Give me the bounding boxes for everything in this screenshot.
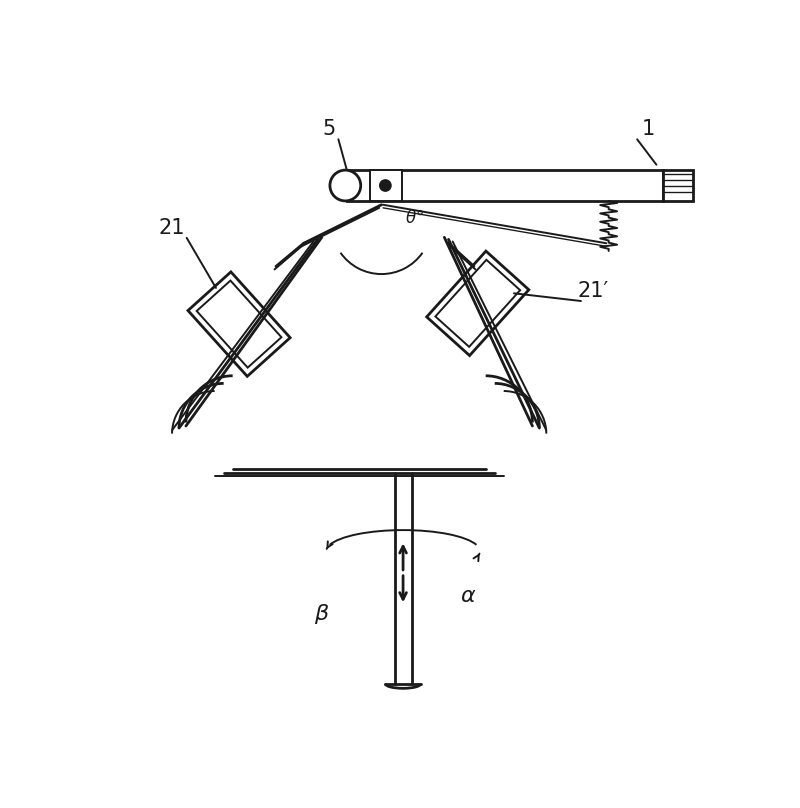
Bar — [435, 260, 520, 347]
Text: $\theta$°: $\theta$° — [405, 208, 423, 227]
Bar — [197, 280, 282, 368]
Bar — [188, 271, 290, 377]
Circle shape — [330, 170, 361, 201]
Text: α: α — [461, 586, 475, 606]
Text: 1: 1 — [642, 120, 655, 139]
Circle shape — [380, 180, 390, 191]
Bar — [370, 170, 402, 201]
Bar — [347, 170, 662, 201]
Text: β: β — [314, 604, 329, 625]
Text: 21′: 21′ — [578, 281, 609, 301]
Bar — [426, 251, 529, 356]
Bar — [662, 170, 694, 201]
Text: 21: 21 — [158, 218, 185, 238]
Text: 5: 5 — [322, 120, 336, 139]
